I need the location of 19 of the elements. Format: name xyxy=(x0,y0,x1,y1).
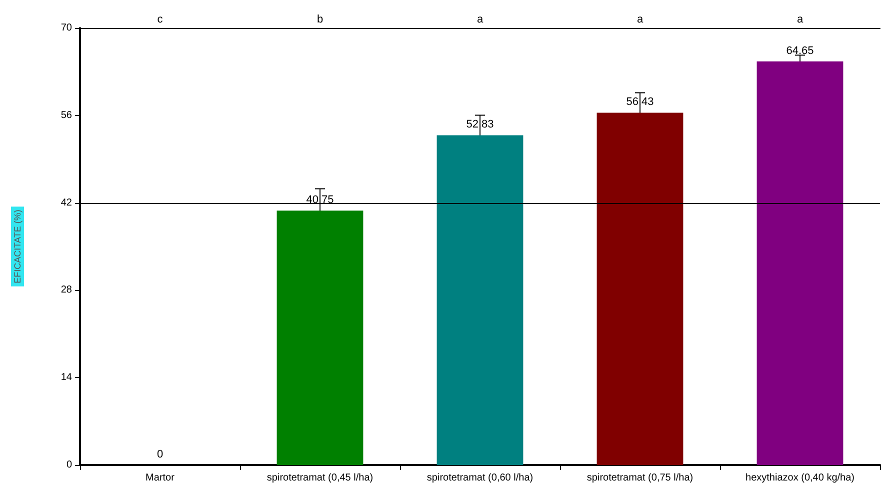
x-tick-label: spirotetramat (0,45 l/ha) xyxy=(266,472,374,484)
data-label: 64.65 xyxy=(786,44,814,57)
data-label: 0 xyxy=(156,448,164,460)
text: a xyxy=(636,14,644,26)
y-tick-label: 70 xyxy=(60,22,72,34)
x-tick-label: spirotetramat (0,60 l/ha) xyxy=(426,472,534,484)
y-tick-label: 14 xyxy=(60,372,72,384)
x-tick-label: spirotetramat (0,75 l/ha) xyxy=(586,472,694,484)
y-axis-title: EFICACITATE (%) xyxy=(12,210,22,284)
text: a xyxy=(796,14,804,26)
y-tick-label: 28 xyxy=(60,284,72,296)
y-tick-label: 56 xyxy=(60,110,72,121)
text: a xyxy=(476,14,484,26)
x-tick-label: Martor xyxy=(146,472,176,484)
y-tick-label: 42 xyxy=(60,197,72,208)
text: c xyxy=(157,14,164,26)
y-tick-label: 0 xyxy=(66,460,72,470)
x-tick-label: hexythiazox (0,40 kg/ha) xyxy=(746,472,854,484)
text: b xyxy=(316,14,324,26)
